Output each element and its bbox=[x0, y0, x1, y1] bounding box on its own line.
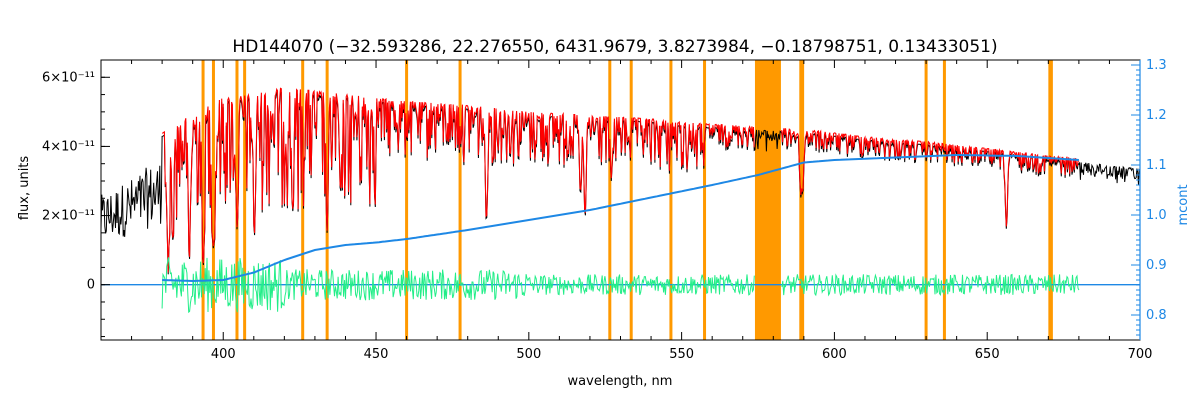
mask-line bbox=[1048, 60, 1052, 340]
y-tick-label: 6×10⁻¹¹ bbox=[42, 70, 95, 85]
mask-line bbox=[669, 60, 673, 340]
x-tick-label: 550 bbox=[669, 347, 694, 362]
y2-tick-label: 1.0 bbox=[1146, 208, 1167, 223]
y2-tick-label: 1.3 bbox=[1146, 58, 1167, 73]
mask-line bbox=[608, 60, 612, 340]
mask-line bbox=[629, 60, 633, 340]
x-tick-label: 450 bbox=[364, 347, 389, 362]
mask-line bbox=[458, 60, 462, 340]
mask-line bbox=[325, 60, 329, 340]
x-tick-label: 400 bbox=[211, 347, 236, 362]
mask-line bbox=[942, 60, 946, 340]
y2-axis-label: mcont bbox=[1176, 184, 1191, 225]
continuum-curve bbox=[162, 154, 1079, 283]
mask-line bbox=[1049, 60, 1053, 340]
residual-spectrum bbox=[161, 257, 1080, 314]
model-spectrum bbox=[161, 87, 1080, 273]
mask-line bbox=[703, 60, 707, 340]
y-tick-label: 0 bbox=[87, 278, 95, 293]
chart-title: HD144070 (−32.593286, 22.276550, 6431.96… bbox=[232, 37, 997, 57]
axes-layer: 400 450 500 550 600 650 700 0 2×10⁻¹¹ 4×10⁻¹¹ 6×10… bbox=[42, 58, 1167, 362]
mask-line bbox=[405, 60, 409, 340]
y2-tick-label: 1.2 bbox=[1146, 108, 1167, 123]
mask-band bbox=[754, 60, 781, 340]
mask-line bbox=[201, 60, 205, 340]
x-tick-label: 600 bbox=[822, 347, 847, 362]
x-axis-label: wavelength, nm bbox=[568, 374, 673, 389]
mask-line bbox=[243, 60, 247, 340]
x-tick-label: 500 bbox=[516, 347, 541, 362]
y2-tick-label: 0.8 bbox=[1146, 308, 1167, 323]
y-tick-label: 4×10⁻¹¹ bbox=[42, 139, 95, 154]
y-axis-label: flux, units bbox=[17, 156, 32, 221]
mask-line bbox=[799, 60, 803, 340]
mask-layer bbox=[201, 60, 1053, 340]
y-tick-label: 2×10⁻¹¹ bbox=[42, 209, 95, 224]
mask-line bbox=[235, 60, 239, 340]
x-tick-label: 700 bbox=[1128, 347, 1153, 362]
x-tick-label: 650 bbox=[975, 347, 1000, 362]
data-layer bbox=[100, 87, 1141, 314]
y2-tick-label: 1.1 bbox=[1146, 158, 1167, 173]
mask-line bbox=[924, 60, 928, 340]
mask-line bbox=[211, 60, 215, 340]
mask-line bbox=[801, 60, 805, 340]
y2-tick-label: 0.9 bbox=[1146, 258, 1167, 273]
mask-line bbox=[301, 60, 305, 340]
